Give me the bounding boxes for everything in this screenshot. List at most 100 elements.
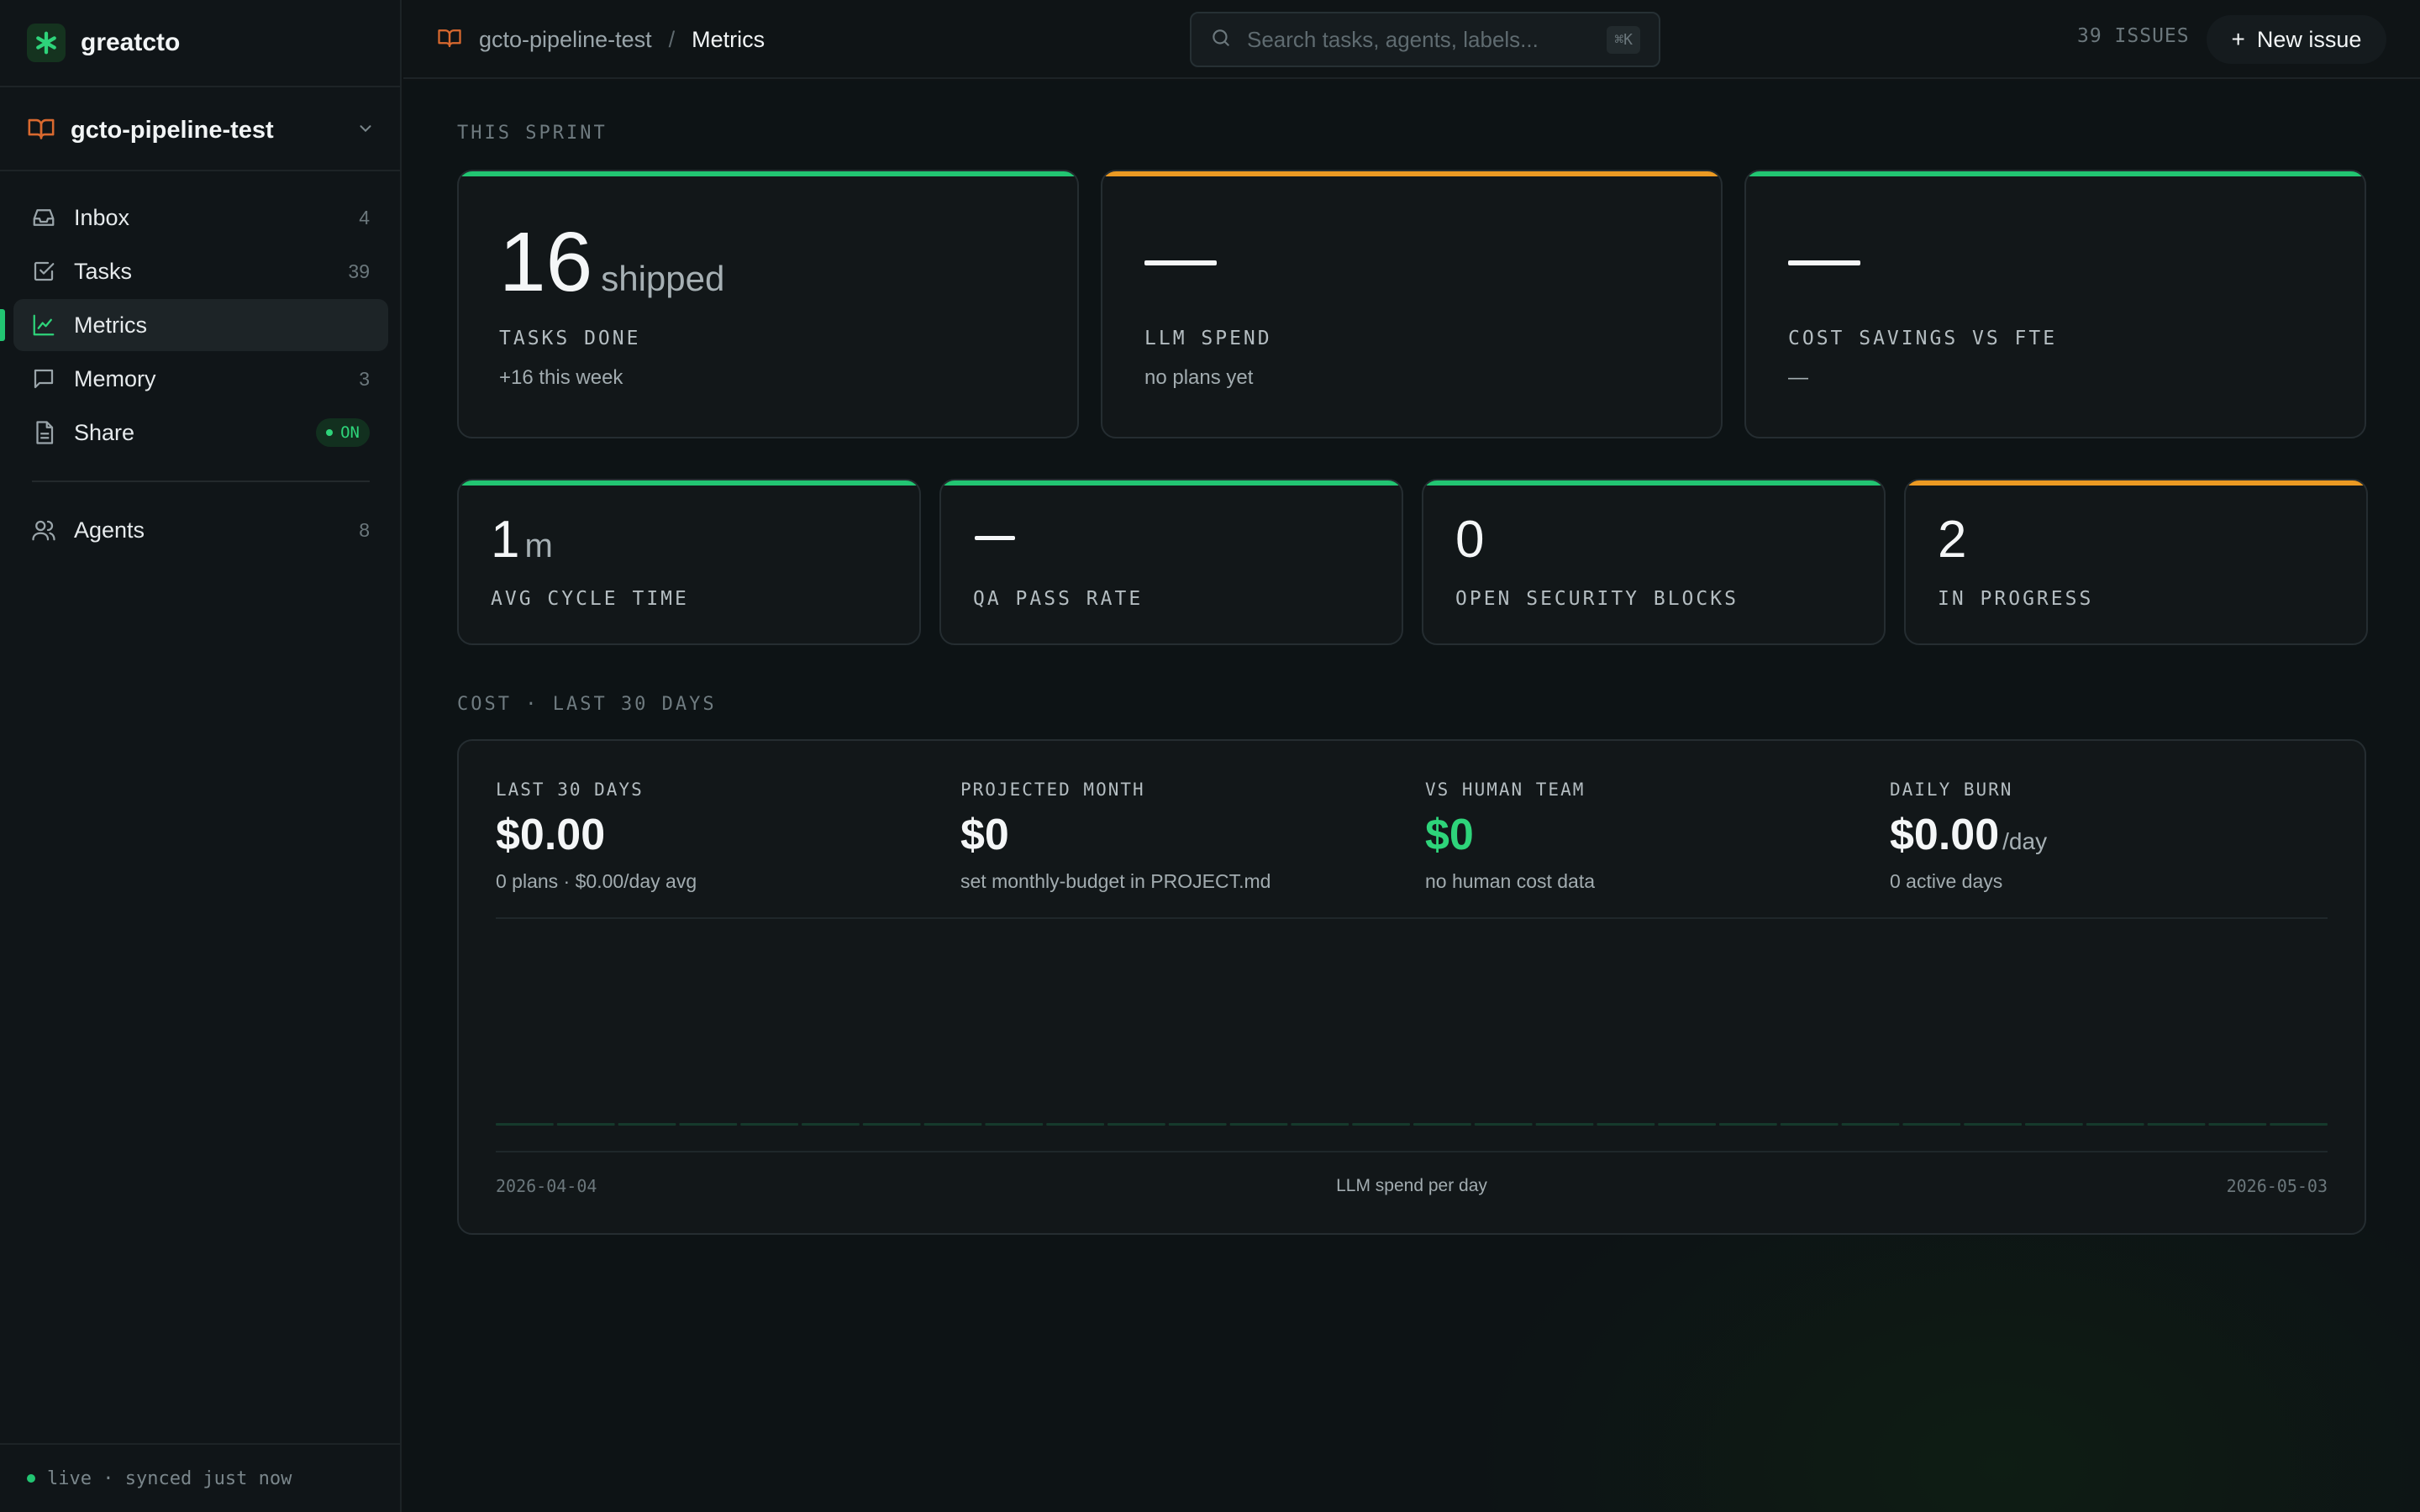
metric-subtitle: no plans yet xyxy=(1144,366,1254,389)
chart-bar xyxy=(2270,1123,2328,1126)
card-accent-bar xyxy=(459,480,919,486)
chart-bar xyxy=(1964,1123,2022,1126)
search-shortcut-hint: ⌘K xyxy=(1607,25,1640,54)
chart-bar xyxy=(1780,1123,1839,1126)
metric-unit: shipped xyxy=(601,259,725,298)
chart-bar xyxy=(2208,1123,2267,1126)
sidebar-item-metrics[interactable]: Metrics xyxy=(0,299,388,351)
chart-bar xyxy=(1046,1123,1104,1126)
new-issue-button[interactable]: + New issue xyxy=(2207,15,2386,64)
search-icon xyxy=(1210,27,1232,53)
cost-stat-daily-burn: DAILY BURN $0.00/day 0 active days xyxy=(1890,780,2047,893)
sidebar-item-memory[interactable]: Memory 3 xyxy=(13,353,388,405)
cost-stat-number: $0.00 xyxy=(1890,811,2000,859)
sidebar-item-count: 4 xyxy=(359,206,370,228)
users-icon xyxy=(30,517,57,543)
project-switcher[interactable]: gcto-pipeline-test xyxy=(27,109,375,151)
cost-divider xyxy=(496,917,2328,919)
chart-bar xyxy=(1352,1123,1410,1126)
chart-bar xyxy=(2025,1123,2083,1126)
cost-stat-title: DAILY BURN xyxy=(1890,780,2013,800)
sidebar-item-inbox[interactable]: Inbox 4 xyxy=(13,192,388,244)
project-name: gcto-pipeline-test xyxy=(71,116,274,144)
chart-bar xyxy=(2086,1123,2144,1126)
card-accent-bar xyxy=(1102,171,1721,176)
metric-unit: m xyxy=(524,528,553,564)
metric-subtitle: — xyxy=(1788,366,1808,389)
metric-value: 16 shipped xyxy=(499,220,724,304)
metric-title: OPEN SECURITY BLOCKS xyxy=(1455,588,1739,610)
chart-bar xyxy=(1107,1123,1165,1126)
chart-bar xyxy=(1597,1123,1655,1126)
chart-x-axis xyxy=(496,1151,2328,1152)
cost-stat-title: VS HUMAN TEAM xyxy=(1425,780,1586,800)
sidebar-nav: Inbox 4 Tasks 39 Metrics xyxy=(0,192,388,558)
metric-number: 2 xyxy=(1938,511,1967,569)
chart-bar xyxy=(618,1123,676,1126)
metric-title: IN PROGRESS xyxy=(1938,588,2094,610)
search-input[interactable]: Search tasks, agents, labels... ⌘K xyxy=(1190,12,1660,67)
chart-bar xyxy=(1658,1123,1716,1126)
sidebar-item-label: Memory xyxy=(74,365,156,391)
metric-card-cost-savings: COST SAVINGS VS FTE — xyxy=(1744,170,2366,438)
issues-count: 39 ISSUES xyxy=(2077,25,2190,47)
sidebar-item-count: 39 xyxy=(348,260,370,282)
metric-title: TASKS DONE xyxy=(499,328,641,349)
sidebar-item-agents[interactable]: Agents 8 xyxy=(13,504,388,556)
metric-empty-dash xyxy=(975,536,1015,540)
chart-bar xyxy=(1168,1123,1227,1126)
chat-bubble-icon xyxy=(30,365,57,392)
metric-title: COST SAVINGS VS FTE xyxy=(1788,328,2058,349)
chart-bar xyxy=(1413,1123,1471,1126)
chart-bar xyxy=(985,1123,1044,1126)
chart-bar xyxy=(556,1123,615,1126)
breadcrumb-current: Metrics xyxy=(692,26,765,52)
brand[interactable]: greatcto xyxy=(27,24,180,62)
plus-icon: + xyxy=(2231,26,2245,52)
cost-stat-value: $0 xyxy=(1425,811,1474,859)
breadcrumb-project[interactable]: gcto-pipeline-test xyxy=(479,26,652,52)
card-accent-bar xyxy=(1746,171,2365,176)
sidebar-item-label: Agents xyxy=(74,517,145,543)
nav-divider xyxy=(32,480,370,482)
sidebar-item-share[interactable]: Share ON xyxy=(13,407,388,459)
chart-icon xyxy=(30,312,57,339)
share-status-badge[interactable]: ON xyxy=(316,418,370,447)
card-accent-bar xyxy=(941,480,1402,486)
chart-bar xyxy=(740,1123,798,1126)
sidebar-item-label: Tasks xyxy=(74,258,133,284)
sidebar: greatcto gcto-pipeline-test xyxy=(0,0,402,1512)
metrics-page: THIS SPRINT 16 shipped TASKS DONE +16 thi… xyxy=(403,81,2420,1512)
sidebar-item-tasks[interactable]: Tasks 39 xyxy=(13,245,388,297)
metric-card-tasks-done: 16 shipped TASKS DONE +16 this week xyxy=(457,170,1079,438)
chart-bar xyxy=(1902,1123,1961,1126)
cost-stat-title: LAST 30 DAYS xyxy=(496,780,644,800)
metric-title: QA PASS RATE xyxy=(973,588,1144,610)
cost-stat-subtitle: no human cost data xyxy=(1425,870,1596,892)
cost-stat-subtitle: 0 active days xyxy=(1890,870,2003,892)
cost-stat-subtitle: 0 plans · $0.00/day avg xyxy=(496,870,697,892)
sidebar-item-label: Metrics xyxy=(74,312,147,338)
checkbox-icon xyxy=(30,258,57,285)
metric-empty-dash xyxy=(1788,260,1860,265)
chart-bar xyxy=(1229,1123,1288,1126)
metric-number: 16 xyxy=(499,215,593,309)
section-label-sprint: THIS SPRINT xyxy=(457,123,608,144)
metric-card-open-security-blocks: 0 OPEN SECURITY BLOCKS xyxy=(1422,479,1886,645)
search-placeholder: Search tasks, agents, labels... xyxy=(1247,26,1539,52)
sync-status: live · synced just now xyxy=(0,1443,402,1512)
metric-value: 0 xyxy=(1455,514,1484,566)
badge-label: ON xyxy=(340,423,360,442)
cost-card: LAST 30 DAYS $0.00 0 plans · $0.00/day a… xyxy=(457,739,2366,1235)
chart-title: LLM spend per day xyxy=(1336,1176,1487,1195)
new-issue-label: New issue xyxy=(2256,26,2362,52)
cost-stat-value: $0.00/day xyxy=(1890,813,2047,857)
chart-bar xyxy=(1474,1123,1533,1126)
chart-bar xyxy=(1841,1123,1900,1126)
status-dot xyxy=(326,429,334,436)
metric-number: 1 xyxy=(491,511,520,569)
book-icon xyxy=(437,25,462,55)
metric-empty-dash xyxy=(1144,260,1217,265)
